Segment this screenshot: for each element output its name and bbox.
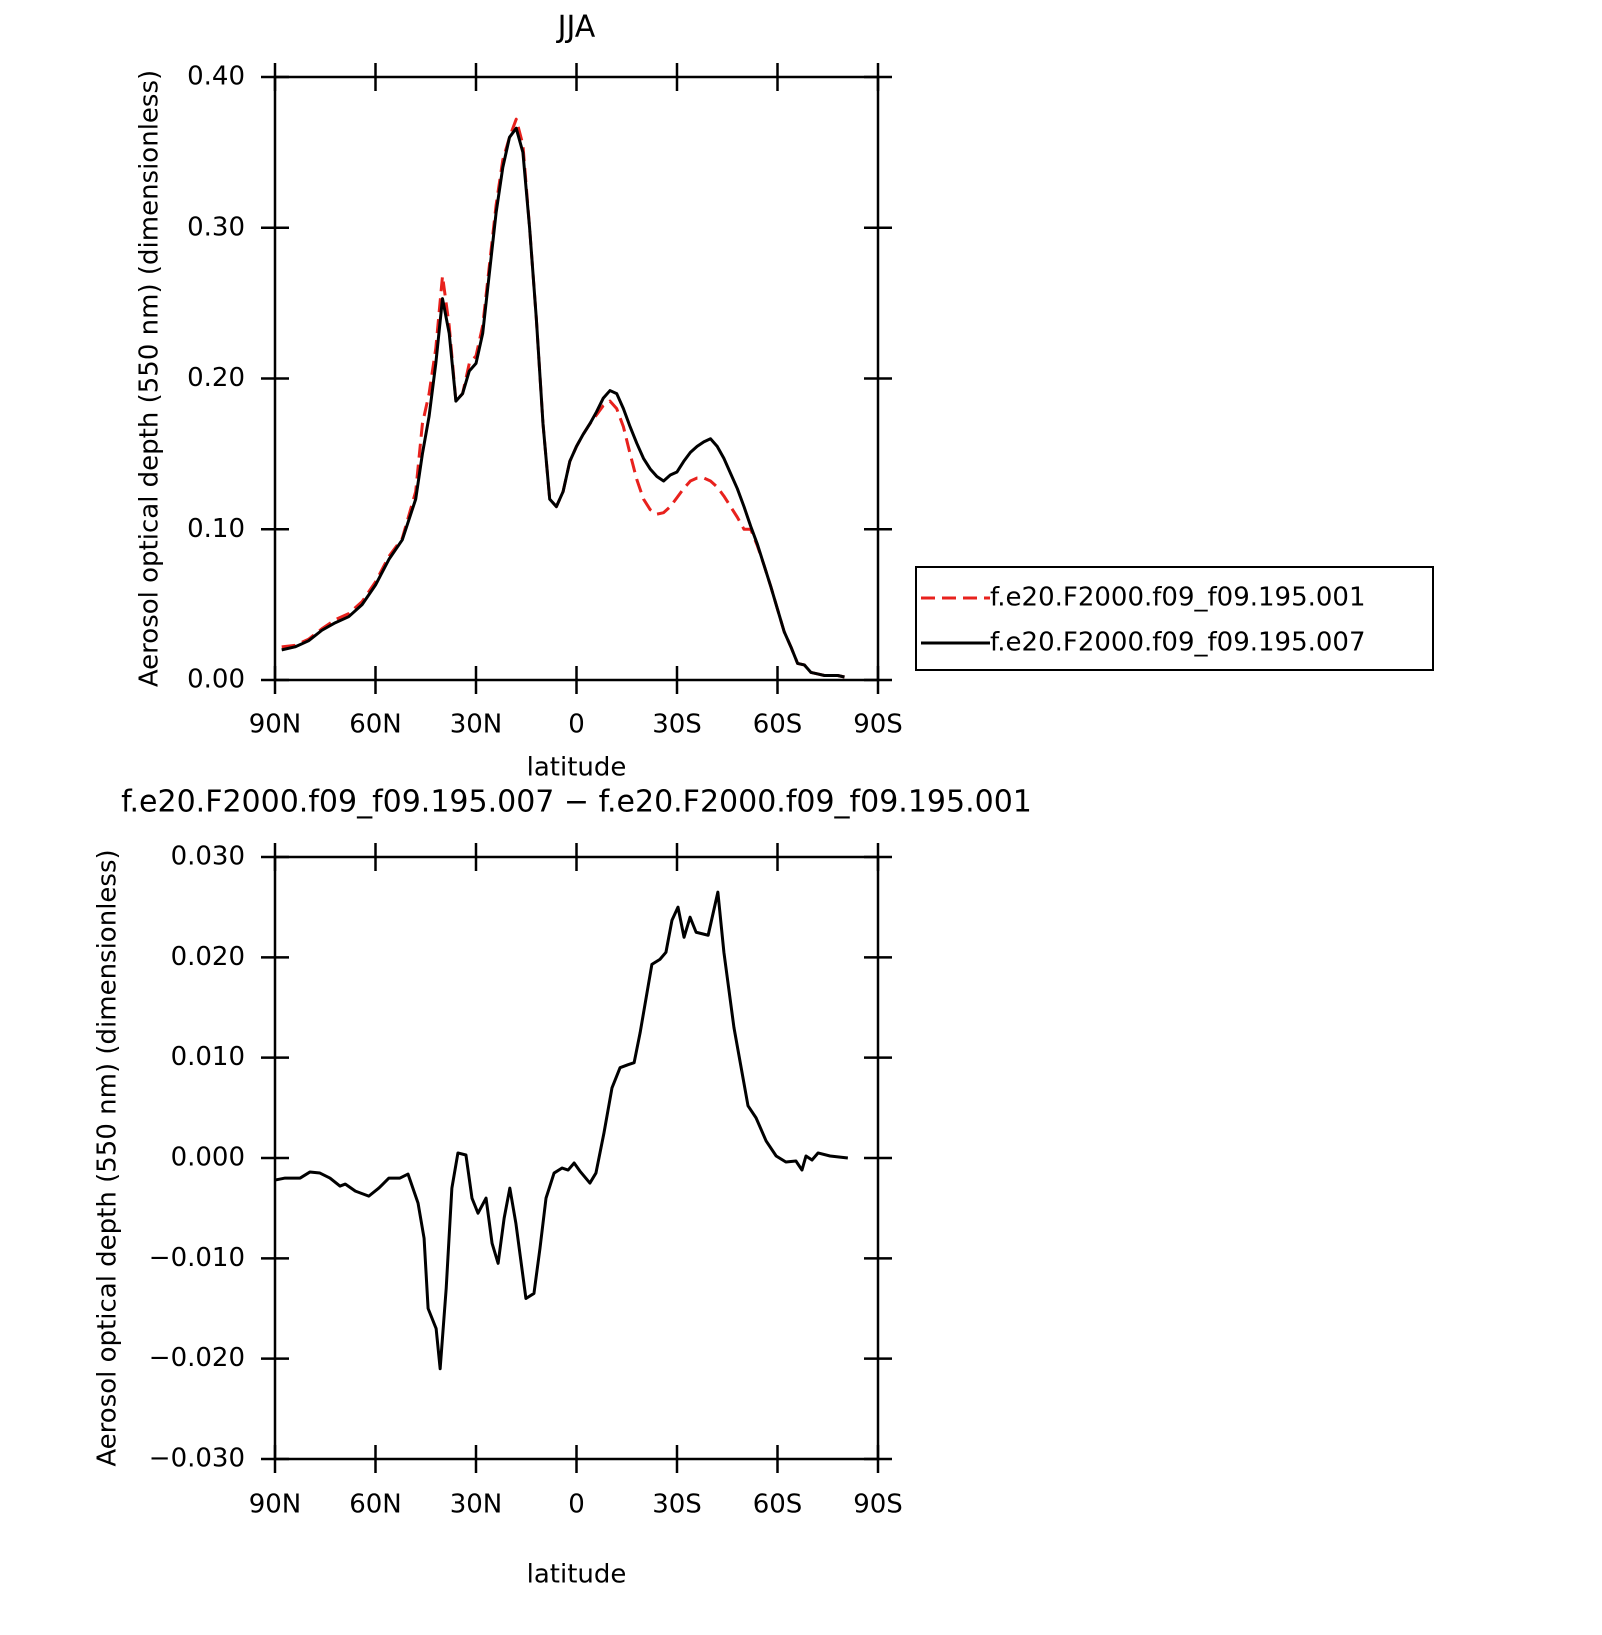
x-tick-label: 60N [349, 710, 402, 740]
data-line [281, 126, 845, 679]
y-tick-label: −0.030 [149, 1444, 245, 1474]
x-tick-label: 90S [853, 710, 903, 740]
x-axis-label: latitude [527, 1560, 627, 1590]
plot-frame [273, 855, 880, 1461]
x-tick-label: 30N [450, 1490, 503, 1520]
x-tick-label: 60N [349, 1490, 402, 1520]
legend-label: f.e20.F2000.f09_f09.195.001 [990, 583, 1366, 613]
chart-title: f.e20.F2000.f09_f09.195.007 − f.e20.F200… [121, 785, 1032, 820]
x-tick-label: 60S [753, 710, 803, 740]
y-tick-label: 0.30 [187, 212, 245, 242]
y-tick-label: 0.000 [171, 1143, 245, 1173]
legend-label: f.e20.F2000.f09_f09.195.007 [990, 628, 1366, 658]
y-tick-label: 0.010 [171, 1042, 245, 1072]
y-tick-label: 0.00 [187, 665, 245, 695]
x-tick-label: 30S [652, 710, 702, 740]
legend-box [915, 566, 1434, 671]
x-tick-label: 0 [568, 710, 585, 740]
x-axis-label: latitude [527, 753, 627, 783]
x-tick-label: 90S [853, 1490, 903, 1520]
plot-frame [273, 75, 880, 682]
y-tick-label: 0.20 [187, 363, 245, 393]
y-tick-label: −0.010 [149, 1243, 245, 1273]
x-tick-label: 90N [249, 1490, 302, 1520]
data-line [281, 117, 845, 679]
x-tick-label: 30N [450, 710, 503, 740]
chart-title: JJA [556, 10, 596, 45]
y-axis-label: Aerosol optical depth (550 nm) (dimensio… [135, 70, 165, 687]
x-tick-label: 60S [753, 1490, 803, 1520]
x-tick-label: 30S [652, 1490, 702, 1520]
x-tick-label: 0 [568, 1490, 585, 1520]
data-line [274, 890, 849, 1371]
y-tick-label: −0.020 [149, 1343, 245, 1373]
y-tick-label: 0.10 [187, 514, 245, 544]
y-tick-label: 0.40 [187, 62, 245, 92]
x-tick-label: 90N [249, 710, 302, 740]
y-axis-label: Aerosol optical depth (550 nm) (dimensio… [93, 849, 123, 1466]
y-tick-label: 0.030 [171, 842, 245, 872]
y-tick-label: 0.020 [171, 942, 245, 972]
